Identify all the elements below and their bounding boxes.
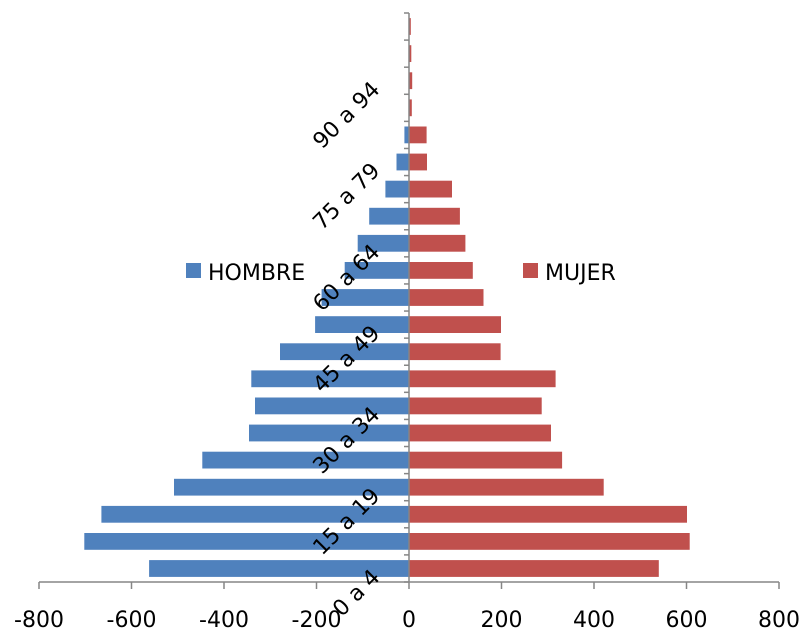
legend-label-hombre: HOMBRE <box>208 261 305 286</box>
bar-hombre-7 <box>251 370 409 388</box>
bar-hombre-6 <box>255 397 409 415</box>
x-tick-label-4: 0 <box>402 608 416 633</box>
bar-hombre-14 <box>385 180 409 198</box>
bar-mujer-1 <box>409 533 690 550</box>
bar-mujer-7 <box>409 370 556 388</box>
x-tick-label-6: 400 <box>573 608 615 633</box>
x-tick-label-3: -200 <box>292 608 342 633</box>
bar-hombre-12 <box>357 234 409 252</box>
category-label-18: 90 a 94 <box>309 77 386 154</box>
bar-hombre-10 <box>321 289 409 306</box>
bar-mujer-10 <box>409 289 484 306</box>
bar-hombre-4 <box>202 451 409 469</box>
x-tick-labels: -800 -600 -400 -200 0 200 400 600 800 <box>14 608 800 633</box>
bar-mujer-18 <box>409 72 413 90</box>
bar-mujer-20 <box>409 18 411 35</box>
legend: HOMBRE MUJER <box>186 261 616 286</box>
bar-mujer-6 <box>409 397 542 415</box>
bar-mujer-4 <box>409 451 563 469</box>
x-tick-label-8: 800 <box>758 608 800 633</box>
bar-hombre-9 <box>315 316 409 333</box>
bar-hombre-3 <box>174 478 409 496</box>
bar-mujer-15 <box>409 153 427 171</box>
bar-mujer-12 <box>409 234 466 252</box>
bar-mujer-14 <box>409 180 452 198</box>
bar-hombre-16 <box>404 126 409 144</box>
x-tick-label-0: -800 <box>14 608 64 633</box>
bar-hombre-8 <box>280 343 409 361</box>
legend-swatch-mujer <box>523 263 538 278</box>
bar-mujer-13 <box>409 207 460 225</box>
x-tick-label-1: -600 <box>107 608 157 633</box>
axes-layer <box>38 12 780 589</box>
bar-hombre-13 <box>369 207 409 225</box>
bar-mujer-16 <box>409 126 427 144</box>
bar-hombre-0 <box>149 560 409 577</box>
bar-mujer-19 <box>409 45 412 62</box>
x-tick-label-5: 200 <box>481 608 523 633</box>
bar-mujer-2 <box>409 505 687 523</box>
bars-layer <box>84 18 690 577</box>
x-tick-label-7: 600 <box>666 608 708 633</box>
legend-label-mujer: MUJER <box>545 261 616 286</box>
x-tick-label-2: -400 <box>199 608 249 633</box>
bar-mujer-9 <box>409 316 501 333</box>
bar-hombre-11 <box>344 262 409 279</box>
legend-swatch-hombre <box>186 263 201 278</box>
bar-hombre-15 <box>396 153 409 171</box>
bar-mujer-3 <box>409 478 604 496</box>
bar-hombre-2 <box>101 505 410 523</box>
bar-mujer-17 <box>409 99 412 117</box>
bar-mujer-5 <box>409 424 551 442</box>
bar-mujer-8 <box>409 343 501 361</box>
bar-hombre-5 <box>249 424 409 442</box>
bar-mujer-11 <box>409 262 473 279</box>
bar-hombre-1 <box>84 533 410 550</box>
bar-mujer-0 <box>409 560 659 577</box>
